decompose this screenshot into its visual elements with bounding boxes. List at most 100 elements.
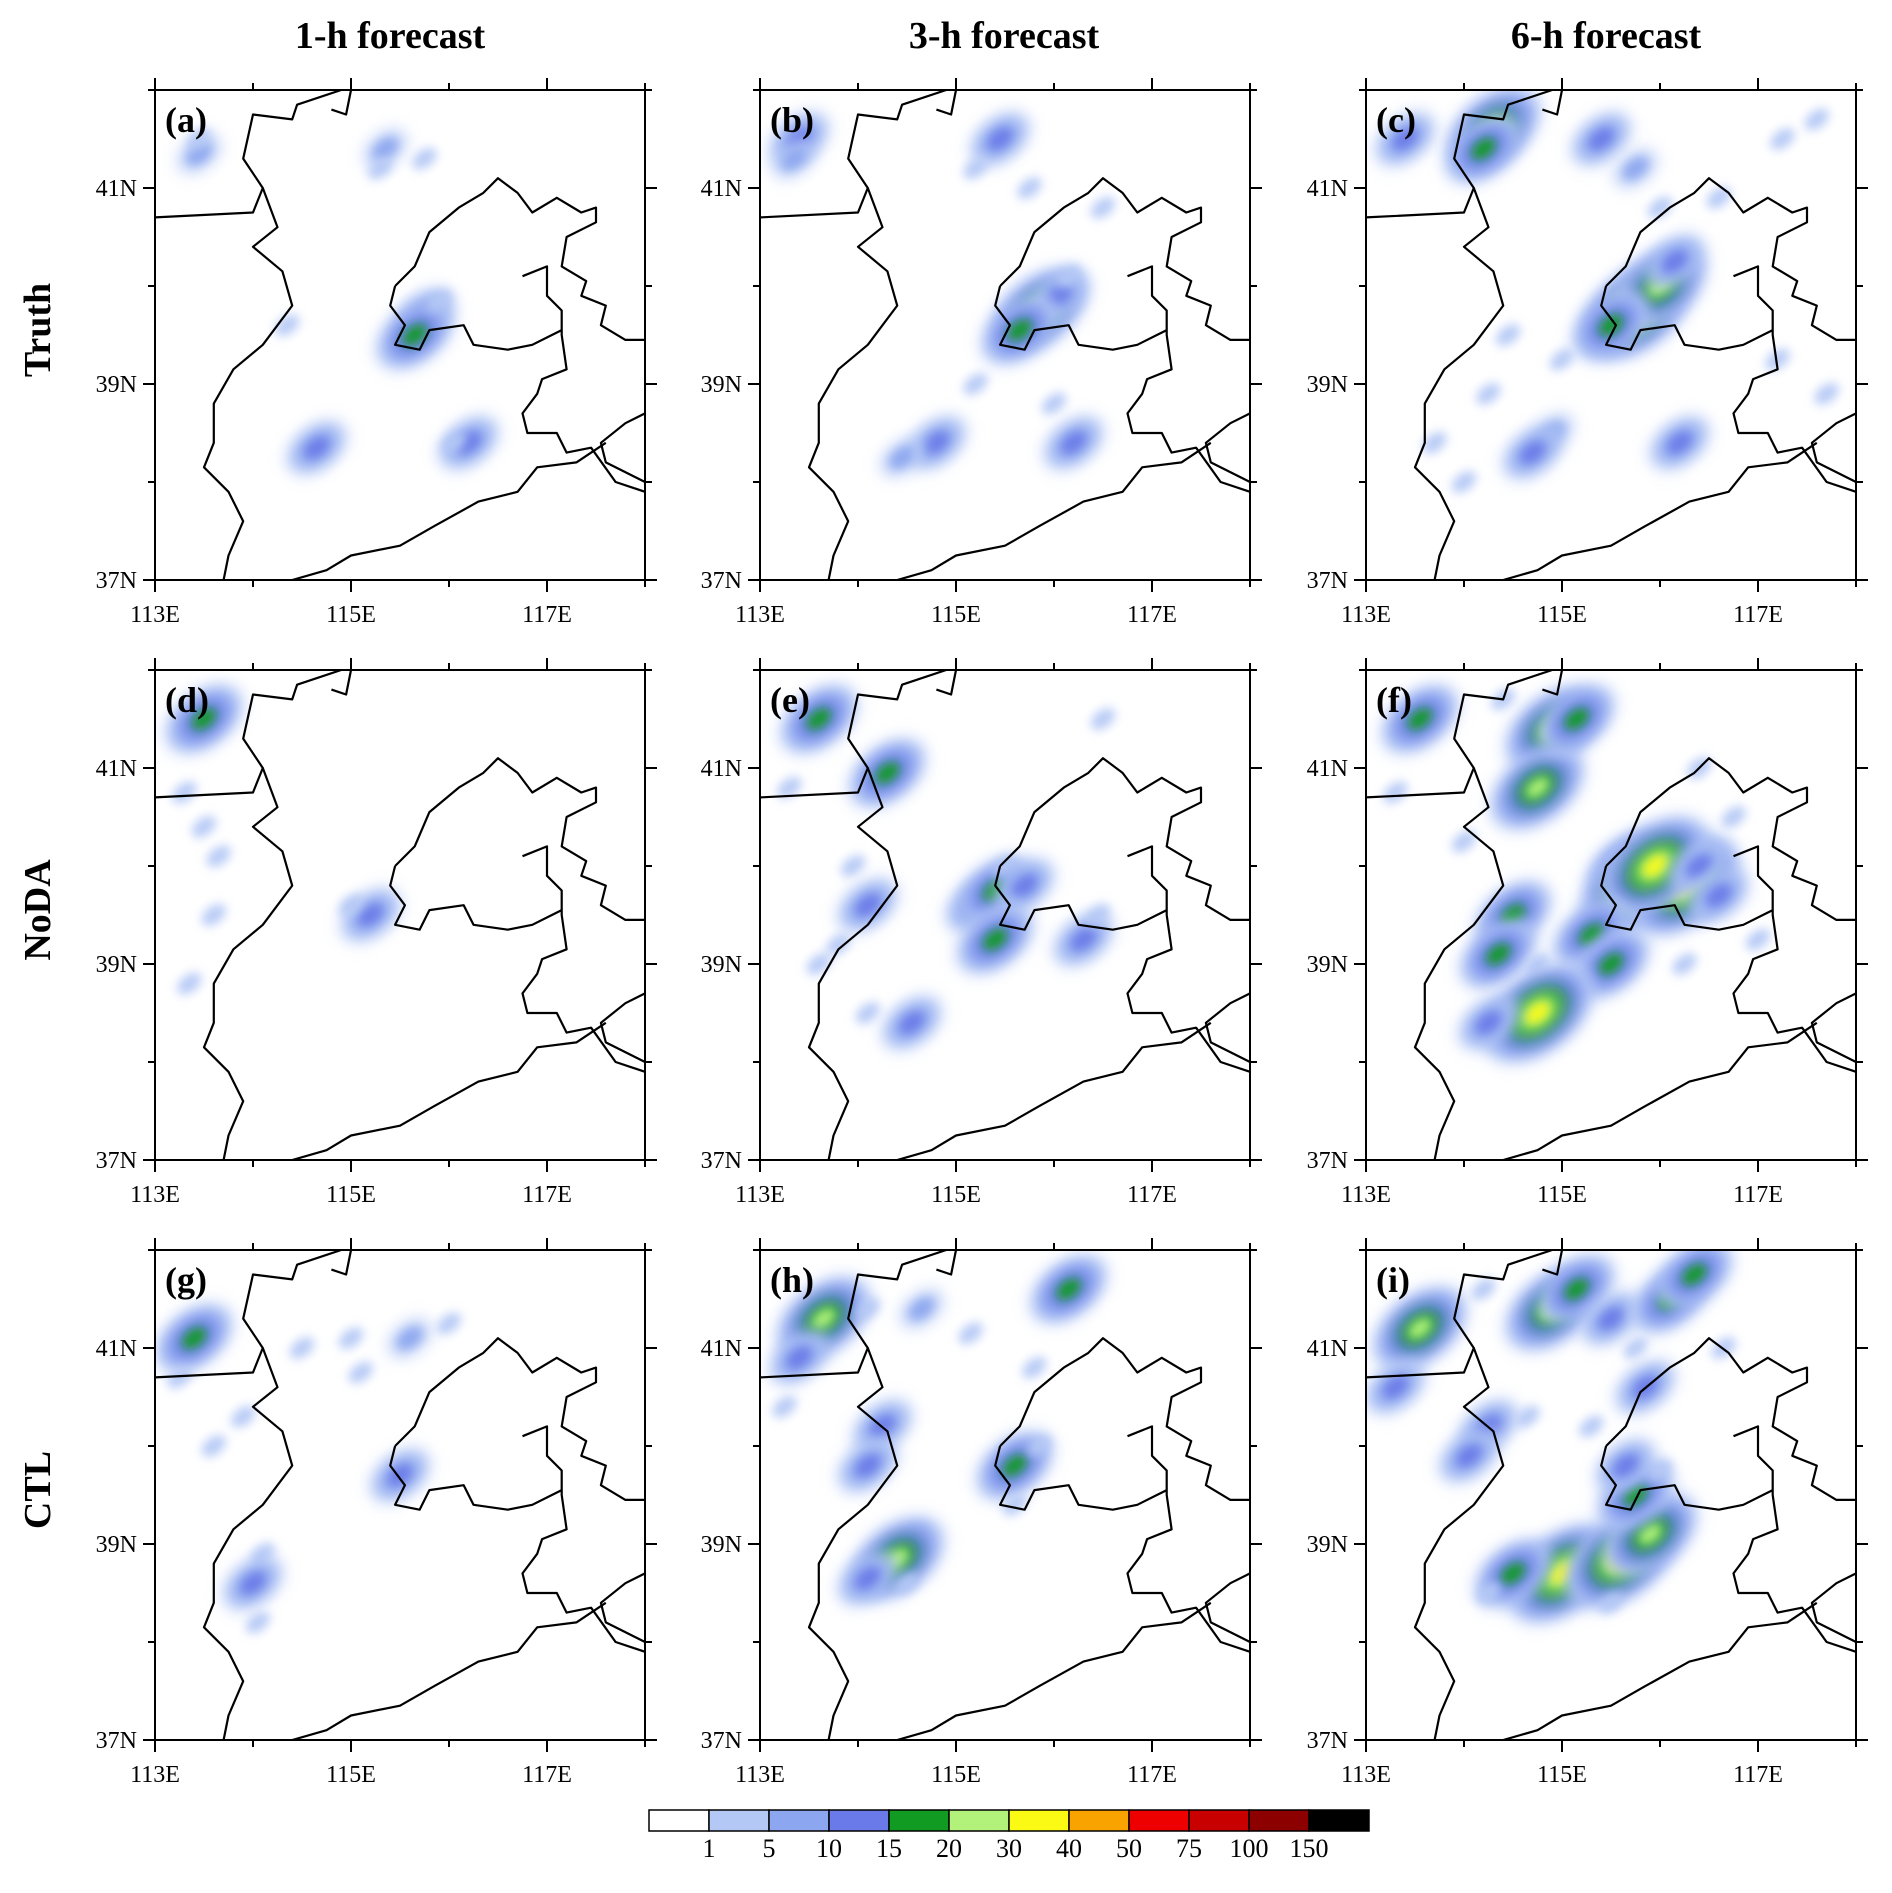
border-line [291,1601,607,1740]
border-line [1732,265,1856,493]
precip-cell [963,157,988,180]
border-line [394,177,645,341]
precip-cell [806,708,831,730]
precip-cell [1623,157,1648,180]
precip-cell [1383,781,1408,804]
precip-cell [1002,1493,1027,1516]
border-line [807,767,899,1160]
precip-cell [1471,137,1496,160]
row-title-ctl: CTL [17,1451,59,1529]
y-tick-label: 39N [96,1532,137,1558]
precip-cell [1642,855,1668,877]
panel-axes: 113E 115E 117E 41N 39N 37N [1307,78,1868,628]
border-line [1810,992,1856,1063]
panel-axes: 113E 115E 117E 41N 39N 37N [701,1238,1262,1788]
map-panel: 113E 115E 117E 41N 39N 37N (h) [701,1238,1262,1788]
x-tick-label: 117E [522,1762,572,1788]
x-tick-label: 117E [1127,1762,1177,1788]
panel-label: (c) [1376,100,1416,140]
border-line [1600,1445,1774,1511]
border-line [599,992,645,1063]
panel-frame [1365,1249,1857,1741]
border-line [1502,441,1818,580]
border-line [999,177,1250,341]
precip-cell [1814,382,1839,405]
y-tick-label: 41N [701,176,742,202]
province-borders [1366,670,1856,1160]
border-line [994,865,1168,931]
precip-cell [909,1297,934,1320]
precip-cell [1549,348,1575,371]
x-tick-label: 117E [522,1182,572,1208]
border-line [389,285,563,351]
precip-cell [427,289,452,312]
precip-cell [1721,806,1746,828]
precip-cell [987,128,1013,150]
precip-cell [1765,348,1790,371]
border-line [896,441,1212,580]
precip-cell [1520,441,1545,464]
colorbar-swatch [1068,1809,1130,1832]
precip-cell [787,1346,812,1369]
precip-cell [1662,250,1687,273]
border-line [1413,767,1505,1160]
precip-cell [1046,284,1072,307]
province-borders [760,1250,1250,1740]
border-line [1542,90,1564,116]
precip-field [178,128,499,475]
precip-field [769,112,1116,477]
precip-cell [1564,708,1589,730]
precip-cell [1486,943,1511,966]
precip-cell [1623,1337,1648,1359]
map-panel: 113E 115E 117E 41N 39N 37N (a) [96,78,657,628]
precip-cell [958,1322,983,1345]
x-tick-label: 115E [1537,602,1587,628]
precip-cell [924,431,949,454]
panel-axes: 113E 115E 117E 41N 39N 37N [96,658,657,1208]
precip-cell [402,324,427,346]
y-tick-label: 41N [701,1336,742,1362]
precip-field [1366,1250,1736,1624]
border-line [1732,845,1856,1073]
precip-field [165,684,401,995]
precip-cell [1770,128,1795,150]
colorbar-swatch [1188,1809,1250,1832]
x-tick-label: 117E [1733,1762,1783,1788]
precip-cell [358,904,383,926]
x-tick-label: 117E [1733,1182,1783,1208]
column-title-1h: 1-h forecast [295,15,486,57]
precip-cell [231,1405,256,1428]
y-tick-label: 41N [701,756,742,782]
precip-cell [1804,108,1829,131]
x-tick-label: 115E [931,602,981,628]
precip-cell [186,128,212,150]
colorbar-label: 75 [1176,1834,1202,1863]
precip-cell [1515,1405,1540,1428]
y-tick-label: 37N [96,1728,137,1754]
precip-cell [412,147,437,170]
precip-cell [1061,431,1086,454]
precip-cell [1393,128,1418,150]
y-tick-label: 37N [96,1148,137,1174]
x-tick-label: 115E [326,602,376,628]
precip-cell [167,1366,192,1389]
map-panel: 113E 115E 117E 41N 39N 37N (c) [1307,78,1868,628]
precip-cell [338,1327,364,1350]
column-title-6h: 6-h forecast [1511,15,1702,57]
province-borders [1366,1250,1856,1740]
y-tick-label: 37N [701,1148,742,1174]
y-tick-label: 41N [96,176,137,202]
precip-cell [1706,186,1731,209]
precip-cell [1476,382,1501,405]
precip-cell [289,1337,315,1359]
x-tick-label: 115E [326,1182,376,1208]
precip-field [769,1255,1107,1605]
border-line [291,441,607,580]
map-panel: 113E 115E 117E 41N 39N 37N (g) [96,1238,657,1788]
border-line [1413,187,1505,580]
precip-cell [1598,1591,1624,1614]
border-line [291,1021,607,1160]
precip-cell [840,855,866,877]
panel-frame [154,89,646,581]
precip-cell [348,1361,373,1384]
